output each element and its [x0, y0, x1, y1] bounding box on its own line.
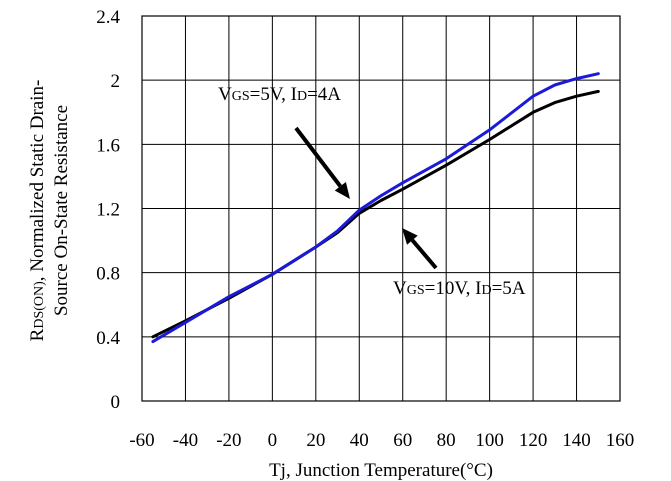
y-axis-title: RDS(ON), Normalized Static Drain- Source… — [27, 80, 72, 342]
y-tick-label: 0 — [111, 392, 121, 413]
y-tick-labels: 0 0.4 0.8 1.2 1.6 2 2.4 — [96, 7, 120, 413]
arrow-to-5v-curve — [294, 126, 350, 199]
x-tick-label: 60 — [393, 430, 412, 451]
plot-frame — [141, 15, 621, 402]
series-layer — [151, 72, 600, 344]
y-axis-title-line-2: Source On-State Resistance — [51, 105, 72, 316]
x-tick-label: -20 — [216, 430, 241, 451]
series-line-vgs-5v — [151, 72, 600, 344]
x-tick-label: -40 — [173, 430, 198, 451]
y-tick-label: 0.4 — [96, 328, 120, 349]
arrow-shaft — [410, 238, 438, 270]
x-tick-label: 160 — [606, 430, 635, 451]
x-tick-label: 120 — [519, 430, 548, 451]
y-tick-label: 0.8 — [96, 264, 120, 285]
annotation-vgs-10v: VGS=10V, ID=5A — [393, 278, 526, 299]
arrow-head — [334, 182, 350, 199]
y-tick-label: 2 — [111, 71, 121, 92]
annotations: VGS=5V, ID=4A VGS=10V, ID=5A — [218, 84, 526, 299]
y-tick-label: 1.6 — [96, 135, 120, 156]
x-tick-labels: -60 -40 -20 0 20 40 60 80 100 120 140 160 — [129, 430, 634, 451]
x-axis-title: Tj, Junction Temperature(°C) — [269, 460, 493, 481]
x-tick-label: 20 — [306, 430, 325, 451]
x-tick-label: 0 — [268, 430, 278, 451]
x-tick-label: 40 — [350, 430, 369, 451]
arrow-shaft — [294, 126, 342, 188]
annotation-vgs-5v: VGS=5V, ID=4A — [218, 84, 341, 105]
y-tick-label: 2.4 — [96, 7, 120, 28]
y-axis-title-line-1: RDS(ON), Normalized Static Drain- — [27, 80, 48, 342]
y-tick-label: 1.2 — [96, 200, 120, 221]
arrow-to-10v-curve — [402, 228, 438, 270]
series-line-vgs-10v — [151, 89, 600, 339]
grid — [142, 16, 620, 401]
x-tick-label: -60 — [129, 430, 154, 451]
x-tick-label: 80 — [437, 430, 456, 451]
arrow-head — [402, 228, 418, 245]
x-tick-label: 100 — [475, 430, 504, 451]
x-tick-label: 140 — [562, 430, 591, 451]
